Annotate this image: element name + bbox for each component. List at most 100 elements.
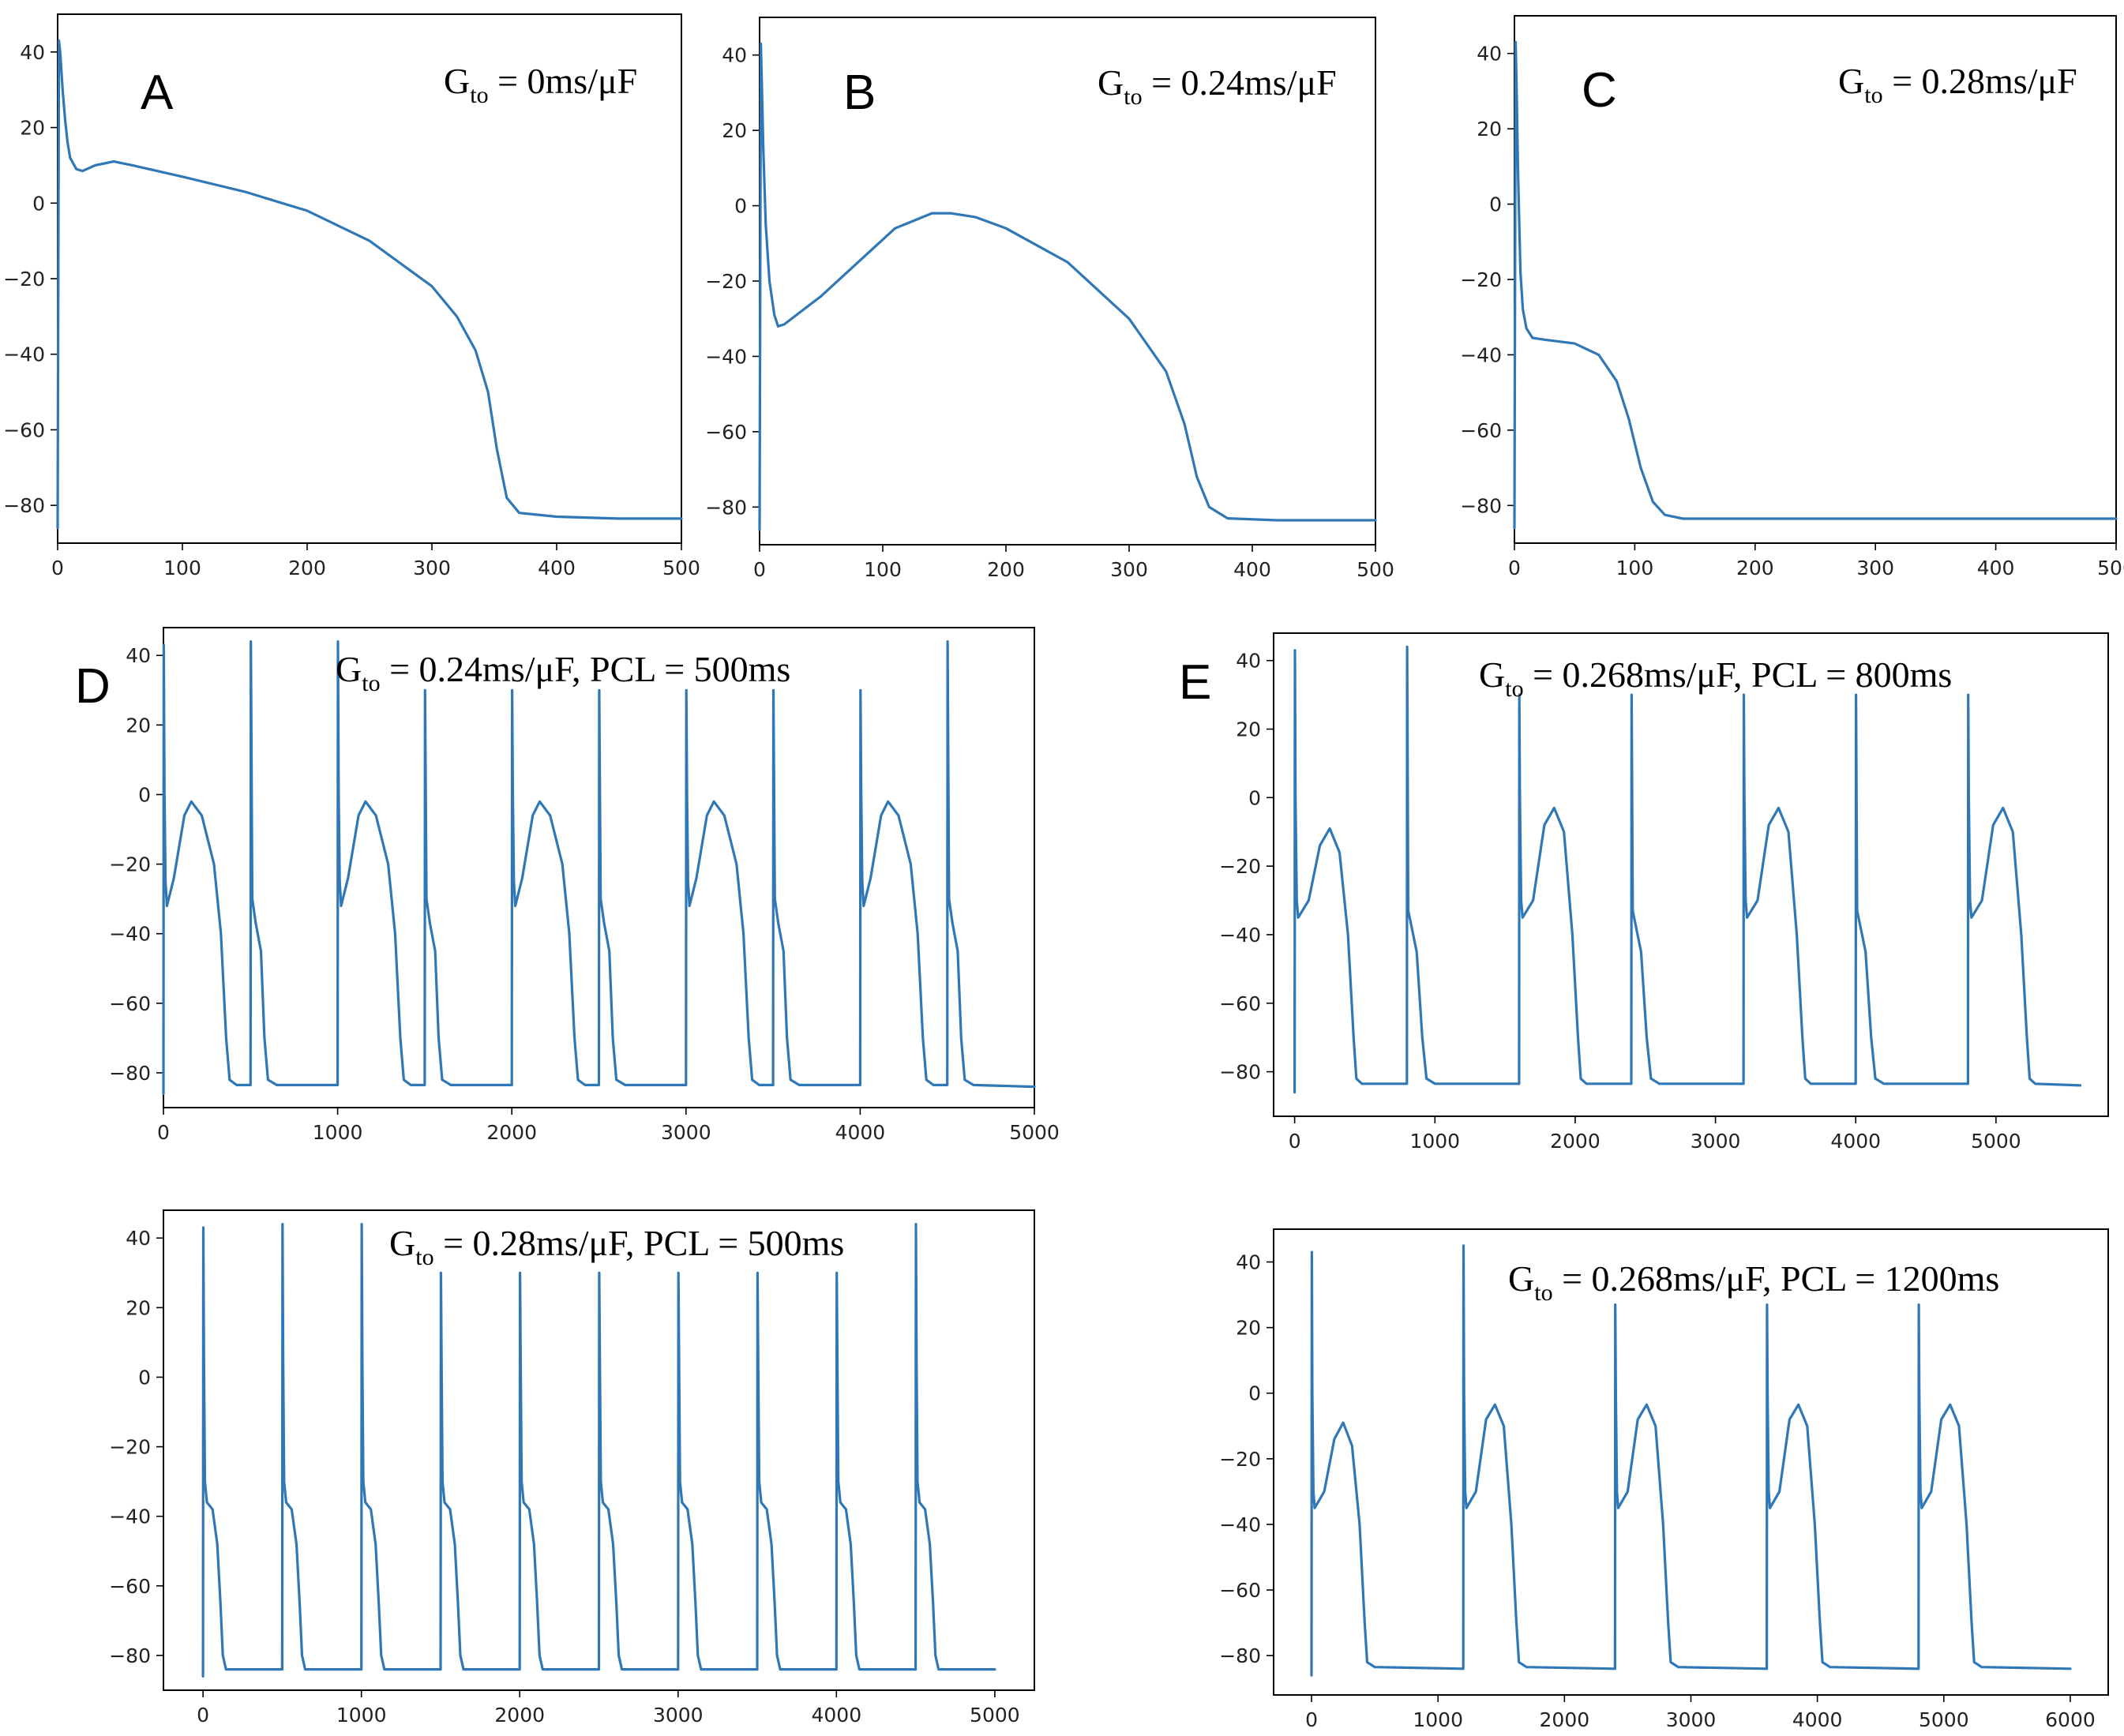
panel-e-bottom-y-axis: −80 −60 −40 −20 0 20 40 (1219, 1251, 1274, 1667)
panel-d-bottom-xtick-label: 1000 (336, 1704, 387, 1727)
panel-d-bottom-anno-subscript: to (415, 1244, 433, 1270)
panel-b-annotation: Gto = 0.24ms/μF (1098, 62, 1337, 110)
panel-c-y-axis: −80 −60 −40 −20 0 20 40 (1460, 43, 1514, 517)
panel-d-top-ytick-label: −20 (109, 853, 151, 876)
panel-d-top-x-axis: 0 1000 2000 3000 4000 5000 (157, 1108, 1060, 1144)
panel-b-trace (758, 42, 1377, 531)
panel-d-top-xtick-label: 1000 (313, 1121, 363, 1144)
panel-d-top-xtick-label: 5000 (1009, 1121, 1060, 1144)
panel-a-xtick-label: 200 (288, 557, 326, 579)
panel-d-top-anno-value: = 0.24ms/μF, PCL = 500ms (381, 649, 791, 689)
panel-d-bottom-ytick-label: −60 (109, 1575, 151, 1598)
panel-b-xtick-label: 300 (1110, 558, 1148, 581)
panel-a-anno-subscript: to (470, 82, 488, 108)
panel-d-bottom-frame (163, 1209, 1035, 1691)
panel-a-y-axis: −80 −60 −40 −20 0 20 40 (3, 41, 58, 517)
panel-d-top-y-axis: −80 −60 −40 −20 0 20 40 (109, 644, 163, 1085)
panel-b-anno-subscript: to (1124, 84, 1142, 110)
panel-a-letter: A (141, 66, 174, 120)
panel-b-ytick-label: 20 (722, 119, 747, 142)
panel-b-ytick-label: −20 (705, 270, 747, 293)
panel-e-bottom-xtick-label: 0 (1305, 1708, 1318, 1731)
panel-d-bottom-ytick-label: −20 (109, 1436, 151, 1459)
panel-e-top-anno-subscript: to (1505, 676, 1523, 702)
panel-c-ytick-label: 20 (1477, 118, 1502, 141)
panel-e-top-y-axis: −80 −60 −40 −20 0 20 40 (1219, 650, 1274, 1084)
panel-c-xtick-label: 300 (1856, 557, 1894, 579)
panel-b-xtick-label: 0 (753, 558, 766, 581)
panel-e-top-anno-value: = 0.268ms/μF, PCL = 800ms (1524, 654, 1953, 695)
panel-e-top-ytick-label: −20 (1219, 855, 1261, 878)
panel-a-trace (56, 39, 683, 530)
panel-e-bottom-xtick-label: 4000 (1792, 1708, 1843, 1731)
panel-e-bottom-frame (1273, 1228, 2109, 1696)
panel-e-top-xtick-label: 4000 (1830, 1130, 1881, 1153)
panel-e-top-ytick-label: −80 (1219, 1061, 1261, 1084)
panel-b-ytick-label: 0 (734, 195, 747, 218)
panel-d-bottom-annotation: Gto = 0.28ms/μF, PCL = 500ms (389, 1223, 844, 1270)
panel-d-top-xtick-label: 2000 (486, 1121, 537, 1144)
panel-d-bottom-y-axis: −80 −60 −40 −20 0 20 40 (109, 1227, 163, 1667)
panel-e-bottom-trace (1310, 1244, 2072, 1677)
panel-a-ytick-label: 40 (20, 41, 45, 64)
panel-b-xtick-label: 500 (1357, 558, 1394, 581)
panel-a-xtick-label: 300 (413, 557, 451, 579)
panel-d-top-xtick-label: 0 (157, 1121, 170, 1144)
panel-c-trace (1513, 40, 2118, 530)
panel-e-top-anno-symbol: G (1479, 654, 1505, 695)
panel-e-bottom-anno-subscript: to (1534, 1280, 1552, 1306)
panel-d-bottom-ytick-label: −80 (109, 1644, 151, 1667)
panel-e-bottom-xtick-label: 1000 (1413, 1708, 1463, 1731)
panel-d-bottom-anno-symbol: G (389, 1223, 415, 1263)
panel-d-bottom-xtick-label: 0 (197, 1704, 209, 1727)
panel-c-ytick-label: −80 (1460, 494, 1502, 517)
panel-c-xtick-label: 400 (1977, 557, 2015, 579)
panel-a-xtick-label: 400 (538, 557, 576, 579)
panel-d-top-ytick-label: −60 (109, 992, 151, 1015)
panel-b-xtick-label: 200 (987, 558, 1025, 581)
panel-c-anno-subscript: to (1864, 82, 1882, 108)
panel-e-top-trace (1293, 645, 2082, 1094)
panel-a-ytick-label: −60 (3, 418, 45, 441)
panel-c-xtick-label: 0 (1508, 557, 1521, 579)
panel-a-xtick-label: 0 (51, 557, 64, 579)
panel-a-ytick-label: 20 (20, 117, 45, 140)
panel-b-anno-value: = 0.24ms/μF (1143, 62, 1337, 103)
panel-c-ytick-label: −60 (1460, 419, 1502, 442)
panel-d-top-xtick-label: 4000 (835, 1121, 886, 1144)
panel-c-xtick-label: 500 (2097, 557, 2124, 579)
panel-c-ytick-label: 40 (1477, 43, 1502, 66)
panel-e-bottom-ytick-label: −80 (1219, 1644, 1261, 1667)
panel-b: −80 −60 −40 −20 0 20 40 0 100 200 300 400 500 B Gto… (705, 17, 1394, 581)
panel-b-ytick-label: −80 (705, 496, 747, 519)
panel-d-bottom-trace (201, 1223, 996, 1678)
panel-a-anno-symbol: G (444, 61, 470, 101)
panel-e-bottom-ytick-label: 40 (1236, 1251, 1261, 1274)
panel-e-bottom-ytick-label: −40 (1219, 1513, 1261, 1536)
panel-b-y-axis: −80 −60 −40 −20 0 20 40 (705, 44, 760, 519)
panel-d-top-anno-subscript: to (362, 670, 380, 696)
panel-b-x-axis: 0 100 200 300 400 500 (753, 545, 1394, 581)
panel-c-ytick-label: 0 (1489, 193, 1502, 216)
panel-a: −80 −60 −40 −20 0 20 40 0 100 200 300 400 500 A Gto… (3, 13, 700, 579)
panel-d-bottom-xtick-label: 3000 (653, 1704, 704, 1727)
panel-e-letter: E (1179, 655, 1211, 710)
panel-e-bottom-anno-symbol: G (1508, 1258, 1534, 1299)
panel-b-xtick-label: 100 (864, 558, 902, 581)
panel-e-top-ytick-label: 0 (1248, 786, 1261, 809)
panel-c-xtick-label: 200 (1736, 557, 1774, 579)
panel-e-bottom-xtick-label: 5000 (1919, 1708, 1969, 1731)
panel-c-letter: C (1582, 63, 1617, 118)
panel-d-bottom-xtick-label: 2000 (494, 1704, 545, 1727)
panel-e-top-ytick-label: 20 (1236, 718, 1261, 741)
panel-d-bottom-xtick-label: 5000 (970, 1704, 1020, 1727)
panel-c-ytick-label: −20 (1460, 268, 1502, 291)
panel-e-top-ytick-label: −60 (1219, 992, 1261, 1015)
panel-e-top-ytick-label: 40 (1236, 650, 1261, 673)
panel-d-bottom-ytick-label: −40 (109, 1505, 151, 1528)
panel-a-x-axis: 0 100 200 300 400 500 (51, 543, 700, 579)
panel-d-top-ytick-label: 20 (126, 714, 151, 737)
panel-e-top-xtick-label: 2000 (1550, 1130, 1601, 1153)
